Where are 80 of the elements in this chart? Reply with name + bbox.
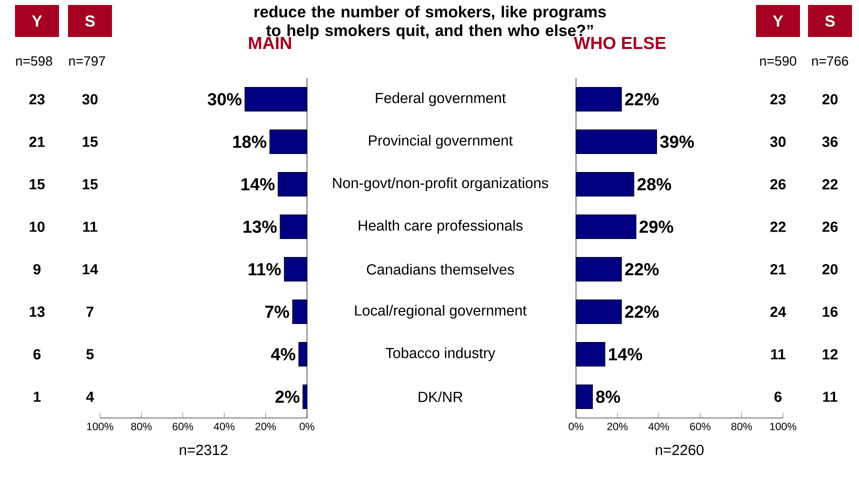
- y-tick-label: Canadians themselves: [366, 264, 514, 275]
- annotation: 21: [770, 264, 786, 274]
- data-label: 29%: [640, 220, 674, 233]
- text: 20: [822, 94, 838, 104]
- data-label: 11%: [248, 263, 281, 276]
- text: 9: [33, 264, 41, 274]
- data-label: 22%: [625, 93, 659, 106]
- text: 13: [30, 306, 45, 317]
- data-label: 28%: [638, 178, 672, 190]
- x-tick-label: 20%: [607, 422, 628, 430]
- text: 26: [822, 222, 838, 232]
- y-tick-label: Non-govt/non-profit organizations: [333, 177, 548, 192]
- annotation: 30: [770, 136, 786, 147]
- x-tick-label: 40%: [648, 422, 670, 430]
- chart-title: WHO ELSE: [574, 36, 666, 50]
- annotation: 6: [774, 392, 782, 402]
- annotation: 26: [770, 179, 786, 190]
- data-label: 4%: [271, 348, 296, 360]
- data-label: 8%: [596, 390, 620, 403]
- x-tick-label: 60%: [690, 422, 710, 430]
- annotation: 11: [771, 349, 786, 360]
- x-tick-label: 20%: [255, 422, 276, 430]
- y-tick-label: Local/regional government: [355, 304, 527, 319]
- x-tick-label: 80%: [131, 422, 152, 430]
- text: 15: [82, 179, 98, 190]
- text: 22: [822, 179, 838, 190]
- data-label: 13%: [244, 220, 277, 233]
- y-tick-label: Federal government: [376, 92, 506, 106]
- text: 14: [82, 264, 98, 274]
- data-label: 30%: [208, 93, 242, 106]
- text: 5: [86, 349, 94, 360]
- text: 4: [86, 392, 94, 402]
- x-tick-label: 0%: [568, 422, 584, 430]
- data-label: 18%: [233, 136, 266, 148]
- y-tick-label: Provincial government: [368, 134, 513, 149]
- data-label: 22%: [625, 263, 659, 276]
- text: n=766: [812, 56, 848, 66]
- y-tick-label: Tobacco industry: [386, 347, 496, 362]
- text: S: [85, 15, 95, 27]
- x-tick-label: 100%: [770, 422, 796, 430]
- text: n=797: [69, 56, 106, 66]
- x-tick-label: 0%: [300, 422, 314, 430]
- data-label: 2%: [275, 390, 300, 403]
- text: S: [825, 15, 835, 27]
- x-tick-label: 100%: [87, 422, 114, 430]
- text: 11: [823, 392, 838, 402]
- x-axis-title: n=2260: [656, 444, 704, 456]
- y-tick-label: DK/NR: [418, 391, 462, 402]
- text: 12: [822, 349, 838, 360]
- text: 21: [29, 136, 45, 147]
- data-label: 14%: [609, 348, 642, 360]
- annotation: 24: [770, 306, 786, 317]
- x-axis-title: n=2312: [180, 444, 228, 456]
- text: n=598: [16, 56, 52, 66]
- text: 16: [822, 306, 838, 317]
- x-tick-label: 60%: [172, 422, 194, 430]
- y-tick-label: Health care professionals: [358, 220, 523, 234]
- text: Y: [772, 16, 784, 26]
- x-tick-label: 80%: [731, 422, 752, 430]
- annotation: 22: [770, 222, 786, 232]
- text: 6: [33, 349, 41, 360]
- text: 15: [82, 136, 98, 147]
- text: 1: [34, 392, 41, 402]
- chart-title: MAIN: [249, 37, 291, 49]
- data-label: 7%: [265, 306, 290, 318]
- data-label: 14%: [241, 178, 275, 190]
- text: n=590: [760, 56, 796, 66]
- text: 15: [30, 179, 45, 190]
- text: 10: [30, 222, 45, 232]
- text: 7: [86, 306, 94, 317]
- text: 23: [29, 94, 45, 104]
- text: Y: [32, 16, 42, 26]
- x-tick-label: 40%: [214, 422, 234, 430]
- text: 20: [822, 264, 838, 274]
- text: 30: [82, 94, 98, 104]
- annotation: 23: [770, 94, 786, 104]
- data-label: 22%: [625, 306, 659, 318]
- text: 36: [822, 136, 838, 147]
- data-label: 39%: [660, 136, 694, 148]
- text: 11: [83, 222, 98, 232]
